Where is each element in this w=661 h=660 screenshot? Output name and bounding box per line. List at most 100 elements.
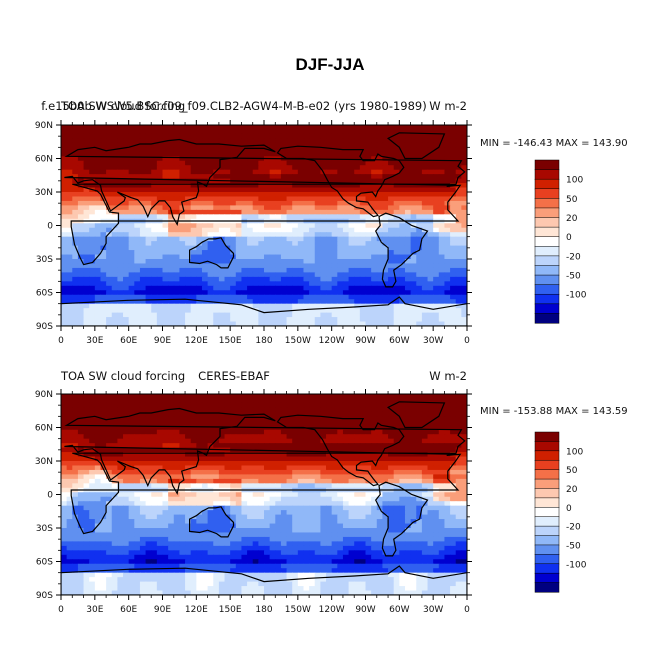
heatmap-cell <box>106 160 113 166</box>
heatmap-cell <box>438 465 446 471</box>
heatmap-cell <box>337 452 344 458</box>
heatmap-cell <box>207 151 214 157</box>
heatmap-cell <box>376 160 384 166</box>
heatmap-cell <box>185 138 192 144</box>
heatmap-cell <box>241 169 248 175</box>
heatmap-cell <box>94 192 102 198</box>
heatmap-cell <box>348 254 355 260</box>
heatmap-cell <box>83 312 90 318</box>
heatmap-cell <box>382 178 389 184</box>
heatmap-cell <box>213 259 220 265</box>
heatmap-cell <box>173 456 181 462</box>
heatmap-cell <box>89 147 96 153</box>
heatmap-cell <box>235 443 243 449</box>
heatmap-cell <box>201 416 209 422</box>
heatmap-cell <box>444 303 451 309</box>
heatmap-cell <box>303 402 310 408</box>
heatmap-cell <box>303 236 310 242</box>
heatmap-cell <box>393 299 400 305</box>
heatmap-cell <box>106 156 113 162</box>
heatmap-cell <box>376 407 384 413</box>
heatmap-cell <box>416 196 423 202</box>
heatmap-cell <box>264 138 271 144</box>
heatmap-cell <box>292 447 299 453</box>
heatmap-cell <box>354 192 361 198</box>
heatmap-cell <box>416 420 423 426</box>
heatmap-cell <box>190 272 197 278</box>
heatmap-cell <box>269 429 276 435</box>
heatmap-cell <box>365 425 372 431</box>
heatmap-cell <box>179 429 186 435</box>
heatmap-cell <box>89 416 96 422</box>
heatmap-cell <box>72 151 79 157</box>
heatmap-cell <box>185 151 192 157</box>
heatmap-cell <box>252 245 259 251</box>
heatmap-cell <box>111 259 118 265</box>
heatmap-cell <box>438 420 446 426</box>
heatmap-cell <box>151 187 158 193</box>
heatmap-cell <box>89 312 96 318</box>
heatmap-cell <box>433 133 440 139</box>
heatmap-cell <box>326 420 333 426</box>
heatmap-cell <box>61 125 68 131</box>
heatmap-cell <box>173 438 181 444</box>
heatmap-cell <box>179 299 186 305</box>
heatmap-cell <box>421 461 429 467</box>
heatmap-cell <box>427 443 434 449</box>
heatmap-cell <box>139 245 147 251</box>
heatmap-cell <box>314 183 321 189</box>
heatmap-cell <box>83 411 90 417</box>
heatmap-cell <box>117 474 124 480</box>
heatmap-cell <box>72 434 79 440</box>
heatmap-cell <box>111 321 118 326</box>
heatmap-cell <box>354 267 361 273</box>
heatmap-cell <box>337 263 344 269</box>
heatmap-cell <box>410 465 417 471</box>
heatmap-cell <box>382 290 389 296</box>
heatmap-cell <box>280 474 288 480</box>
heatmap-cell <box>269 465 276 471</box>
heatmap-cell <box>416 236 423 242</box>
heatmap-cell <box>106 151 113 157</box>
heatmap-cell <box>342 205 350 211</box>
heatmap-cell <box>168 160 175 166</box>
heatmap-cell <box>179 227 186 233</box>
heatmap-cell <box>66 138 73 144</box>
heatmap-cell <box>168 183 175 189</box>
heatmap-cell <box>83 317 90 323</box>
heatmap-cell <box>326 321 333 326</box>
heatmap-cell <box>235 416 243 422</box>
heatmap-cell <box>134 192 141 198</box>
heatmap-cell <box>213 321 220 326</box>
heatmap-cell <box>444 299 451 305</box>
heatmap-cell <box>433 281 440 287</box>
heatmap-cell <box>185 223 192 229</box>
heatmap-cell <box>185 434 192 440</box>
heatmap-cell <box>421 250 429 256</box>
heatmap-cell <box>252 465 259 471</box>
heatmap-cell <box>83 469 90 475</box>
heatmap-cell <box>168 447 175 453</box>
heatmap-cell <box>128 209 135 215</box>
heatmap-cell <box>354 394 361 400</box>
heatmap-cell <box>455 156 462 162</box>
heatmap-cell <box>461 474 467 480</box>
heatmap-cell <box>123 281 130 287</box>
heatmap-cell <box>94 178 102 184</box>
heatmap-cell <box>117 209 124 215</box>
heatmap-cell <box>100 223 107 229</box>
heatmap-cell <box>427 169 434 175</box>
heatmap-cell <box>168 236 175 242</box>
heatmap-cell <box>117 250 124 256</box>
heatmap-cell <box>275 214 282 220</box>
heatmap-cell <box>427 232 434 238</box>
heatmap-cell <box>173 147 181 153</box>
heatmap-cell <box>111 420 118 426</box>
heatmap-cell <box>252 236 259 242</box>
heatmap-cell <box>337 187 344 193</box>
heatmap-cell <box>303 133 310 139</box>
heatmap-cell <box>168 452 175 458</box>
heatmap-cell <box>168 142 175 148</box>
heatmap-cell <box>123 267 130 273</box>
heatmap-cell <box>292 394 299 400</box>
